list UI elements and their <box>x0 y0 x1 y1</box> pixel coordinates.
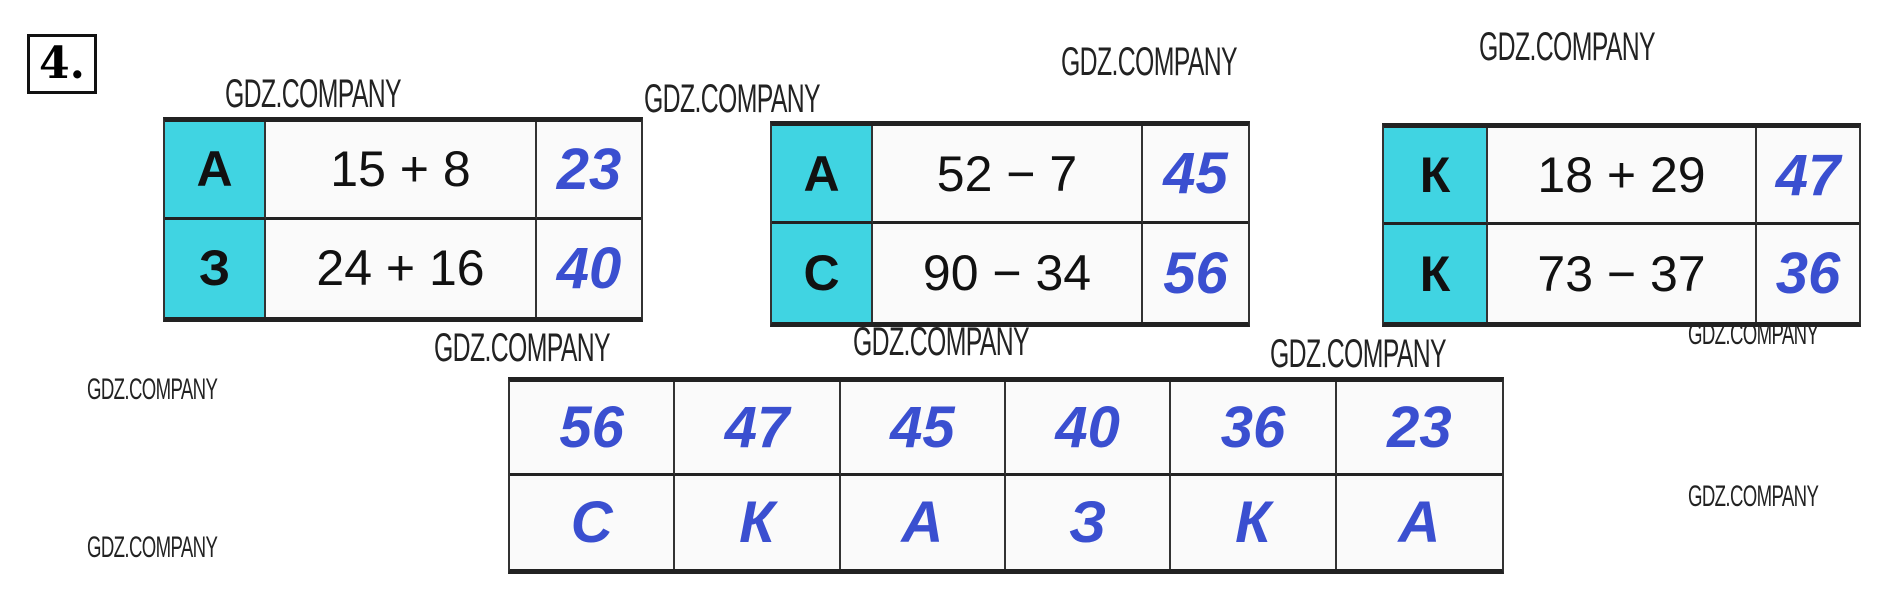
expression-cell: 18 + 29 <box>1488 128 1757 225</box>
key-number-cell: 47 <box>675 382 841 476</box>
key-number-cell: 56 <box>510 382 676 476</box>
key-letter-cell: К <box>675 475 841 569</box>
watermark: GDZ.COMPANY <box>1479 25 1656 69</box>
key-number-cell: 36 <box>1171 382 1337 476</box>
task-table-3: К 18 + 29 47 К 73 − 37 36 <box>1382 123 1861 327</box>
key-letter-cell: З <box>1006 475 1172 569</box>
letter-cell: С <box>772 224 873 322</box>
letter-cell: А <box>772 126 873 224</box>
answer-cell: 23 <box>537 122 641 220</box>
key-letter-cell: А <box>841 475 1006 569</box>
watermark: GDZ.COMPANY <box>644 77 821 121</box>
expression-cell: 90 − 34 <box>873 224 1143 322</box>
answer-cell: 56 <box>1163 240 1228 306</box>
key-letter-cell: А <box>1398 489 1441 555</box>
watermark: GDZ.COMPANY <box>225 72 402 116</box>
letter-cell: К <box>1384 225 1488 322</box>
expression-cell: 73 − 37 <box>1488 225 1757 322</box>
answer-cell: 36 <box>1775 241 1841 306</box>
answer-cell: 40 <box>556 235 622 301</box>
exercise-number: 4. <box>27 34 97 94</box>
key-number-cell: 45 <box>840 382 1006 476</box>
key-number-cell: 40 <box>1005 382 1172 476</box>
key-table: 56 47 45 40 36 23 С К А З К А <box>508 377 1504 574</box>
watermark: GDZ.COMPANY <box>87 531 218 564</box>
watermark: GDZ.COMPANY <box>434 326 611 370</box>
expression-cell: 52 − 7 <box>873 126 1143 224</box>
task-table-1: А 15 + 8 23 З 24 + 16 40 <box>163 117 643 322</box>
answer-cell: 47 <box>1757 128 1859 225</box>
key-letter-cell: К <box>1171 475 1337 569</box>
letter-cell: К <box>1384 128 1488 225</box>
expression-cell: 15 + 8 <box>266 122 537 220</box>
watermark: GDZ.COMPANY <box>87 373 218 406</box>
letter-cell: А <box>165 122 266 220</box>
key-number-cell: 23 <box>1336 382 1502 476</box>
answer-cell: 45 <box>1143 126 1248 224</box>
letter-cell: З <box>165 219 266 317</box>
watermark: GDZ.COMPANY <box>1688 480 1819 513</box>
watermark: GDZ.COMPANY <box>1061 40 1238 84</box>
key-letter-cell: С <box>510 475 676 569</box>
watermark: GDZ.COMPANY <box>853 320 1030 364</box>
expression-cell: 24 + 16 <box>266 219 537 317</box>
watermark: GDZ.COMPANY <box>1270 332 1447 376</box>
task-table-2: А 52 − 7 45 С 90 − 34 56 <box>770 121 1250 327</box>
